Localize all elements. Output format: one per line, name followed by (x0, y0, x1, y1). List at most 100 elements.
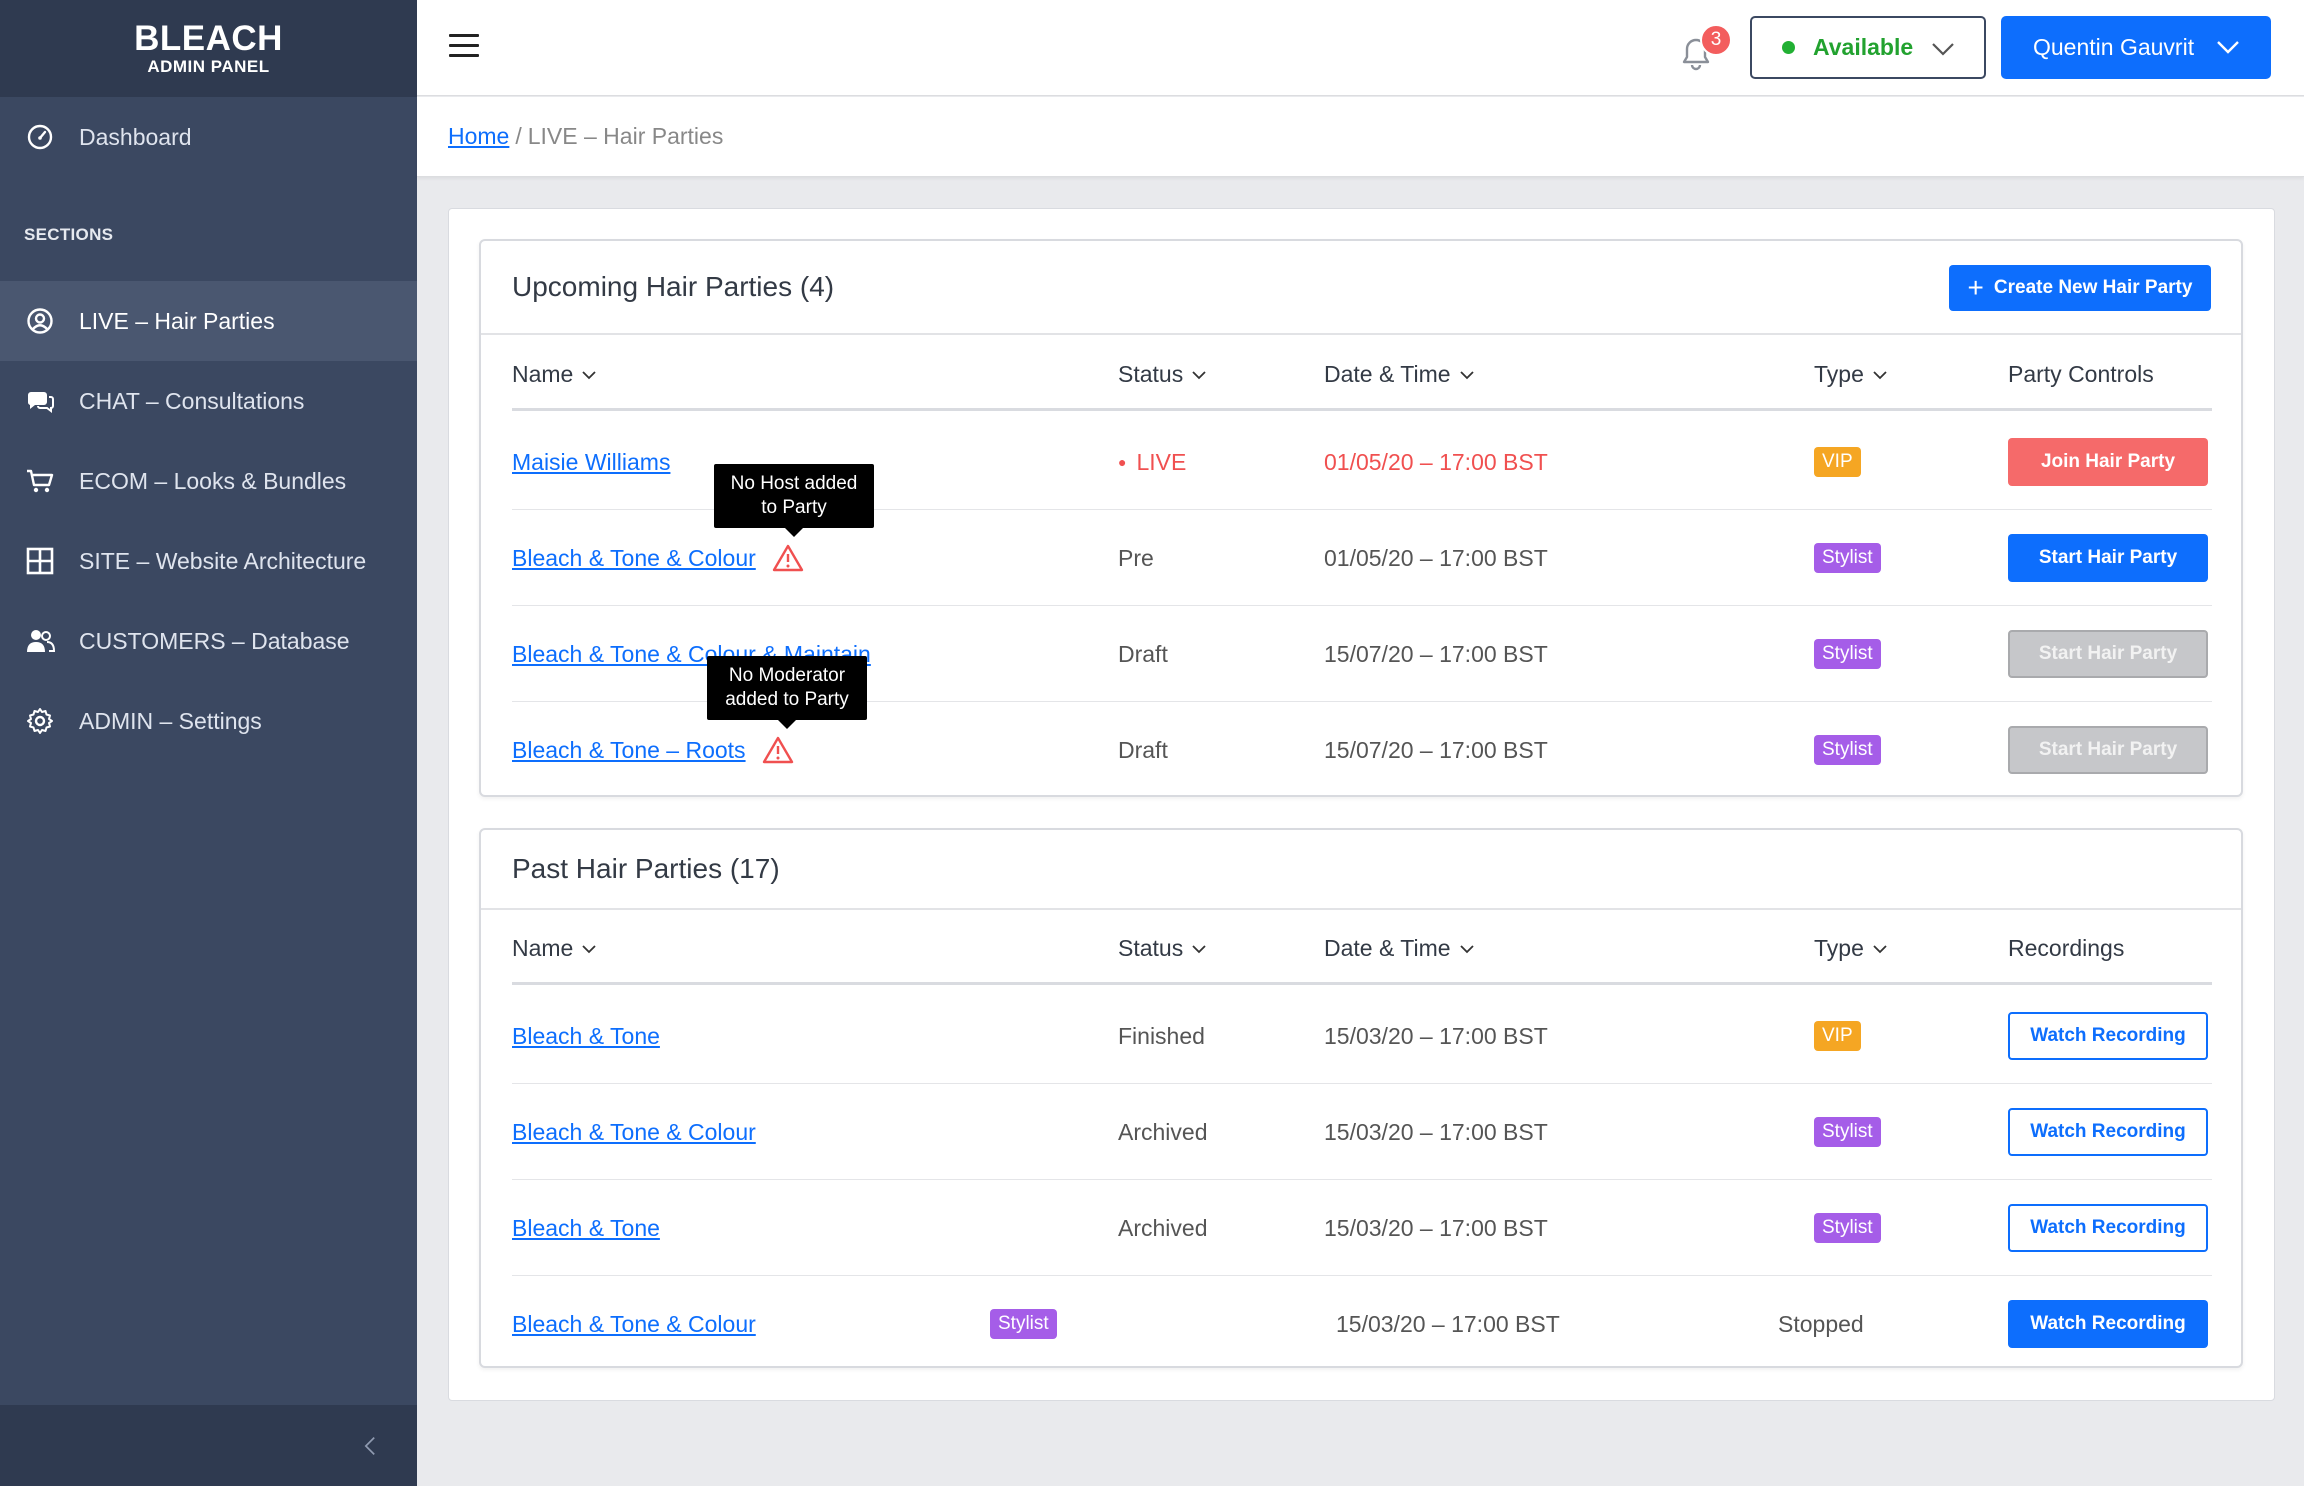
type-cell: Stylist (1814, 1084, 1881, 1180)
chevron-down-icon (1873, 370, 1887, 379)
status-cell: Archived (1118, 1118, 1208, 1145)
party-name-link[interactable]: Bleach & Tone & Colour (512, 1310, 756, 1337)
type-badge: Stylist (1814, 735, 1881, 765)
type-cell: Stylist (1814, 510, 1881, 606)
collapse-sidebar-button[interactable] (353, 1429, 387, 1463)
brand-subtitle: ADMIN PANEL (147, 56, 270, 76)
warning-icon[interactable] (772, 543, 804, 573)
recordings-header: Recordings (2008, 935, 2125, 961)
chevron-down-icon (1459, 944, 1474, 953)
watch-recording-button[interactable]: Watch Recording (2008, 1204, 2208, 1252)
datetime-cell: 15/03/20 – 17:00 BST (1324, 1214, 1548, 1241)
warning-icon[interactable] (762, 735, 794, 765)
notification-count-badge[interactable]: 3 (1700, 24, 1732, 56)
speedometer-icon (25, 122, 55, 152)
type-badge: Stylist (1814, 639, 1881, 669)
party-name-cell: Maisie Williams (512, 414, 670, 510)
brand-title: BLEACH (134, 18, 283, 58)
watch-recording-button[interactable]: Watch Recording (2008, 1300, 2208, 1348)
party-name-link[interactable]: Bleach & Tone – Roots (512, 736, 746, 763)
watch-recording-button[interactable]: Watch Recording (2008, 1108, 2208, 1156)
party-name-link[interactable]: Bleach & Tone (512, 1214, 660, 1241)
sidebar-item-customers[interactable]: CUSTOMERS – Database (0, 601, 417, 681)
sidebar-item-live[interactable]: LIVE – Hair Parties (0, 281, 417, 361)
type-cell: Stylist (990, 1276, 1057, 1372)
layout-icon (25, 546, 55, 576)
upcoming-title: Upcoming Hair Parties (4) (512, 271, 835, 302)
no-host-tooltip: No Host added to Party (714, 464, 874, 537)
header-label: Date & Time (1324, 361, 1451, 387)
party-name-cell: Bleach & Tone & Colour (512, 510, 804, 606)
sort-status-header[interactable]: Status (1118, 361, 1207, 388)
status-cell: Pre (1118, 544, 1154, 571)
plus-icon: + (1967, 272, 1984, 303)
brand-logo[interactable]: BLEACH ADMIN PANEL (0, 0, 417, 97)
sort-name-header[interactable]: Name (512, 361, 597, 388)
chevron-down-icon (582, 944, 596, 953)
header-label: Status (1118, 361, 1184, 387)
party-name-cell: Bleach & Tone & Colour (512, 1276, 756, 1372)
breadcrumb-current: LIVE – Hair Parties (527, 123, 724, 149)
sidebar-item-label: SITE – Website Architecture (79, 547, 367, 574)
sort-type-header[interactable]: Type (1814, 935, 1888, 962)
party-name-cell: Bleach & Tone (512, 1180, 660, 1276)
sidebar-item-chat[interactable]: CHAT – Consultations (0, 361, 417, 441)
start-hair-party-button[interactable]: Start Hair Party (2008, 534, 2208, 582)
sidebar-item-label: Dashboard (79, 123, 192, 150)
datetime-cell: 15/07/20 – 17:00 BST (1324, 736, 1548, 763)
sidebar-item-ecom[interactable]: ECOM – Looks & Bundles (0, 441, 417, 521)
menu-toggle-icon[interactable] (449, 34, 479, 62)
user-menu-button[interactable]: Quentin Gauvrit (2001, 16, 2271, 79)
chevron-down-icon (582, 370, 596, 379)
sidebar-item-site[interactable]: SITE – Website Architecture (0, 521, 417, 601)
party-name-cell: Bleach & Tone – Roots (512, 702, 794, 798)
sidebar-item-dashboard[interactable]: Dashboard (0, 97, 417, 177)
chevron-down-icon (1192, 944, 1206, 953)
join-hair-party-button[interactable]: Join Hair Party (2008, 438, 2208, 486)
breadcrumb-separator: / (515, 123, 522, 149)
chevron-left-icon (364, 1437, 375, 1455)
breadcrumb-home-link[interactable]: Home (448, 123, 510, 149)
sidebar-item-label: ECOM – Looks & Bundles (79, 467, 347, 494)
chevron-down-icon (1873, 944, 1887, 953)
table-row: Bleach & Tone – Roots Draft 15/07/20 – 1… (512, 702, 2212, 798)
party-name-cell: Bleach & Tone & Colour (512, 1084, 756, 1180)
cart-icon (25, 466, 55, 496)
sort-datetime-header[interactable]: Date & Time (1324, 935, 1475, 962)
party-name-link[interactable]: Bleach & Tone & Colour (512, 1118, 756, 1145)
upcoming-table-header: Name Status Date & Time Type Party Contr… (512, 337, 2212, 411)
party-controls-header: Party Controls (2008, 361, 2154, 387)
type-cell: VIP (1814, 988, 1861, 1084)
type-badge: Stylist (1814, 1117, 1881, 1147)
sidebar-item-admin[interactable]: ADMIN – Settings (0, 681, 417, 761)
sort-name-header[interactable]: Name (512, 935, 597, 962)
header-label: Type (1814, 361, 1864, 387)
header-label: Date & Time (1324, 935, 1451, 961)
datetime-cell: 01/05/20 – 17:00 BST (1324, 448, 1548, 475)
party-name-link[interactable]: Maisie Williams (512, 448, 671, 475)
live-dot-icon: ● (1118, 454, 1127, 470)
user-circle-icon (25, 306, 55, 336)
availability-select[interactable]: Available (1750, 16, 1986, 79)
status-cell: Archived (1118, 1214, 1208, 1241)
no-moderator-tooltip: No Moderator added to Party (707, 656, 867, 729)
table-row: Bleach & Tone & Colour Archived 15/03/20… (512, 1084, 2212, 1180)
status-cell: Draft (1118, 736, 1168, 763)
status-cell: ● LIVE (1118, 414, 1186, 510)
sort-status-header[interactable]: Status (1118, 935, 1207, 962)
past-card-header: Past Hair Parties (17) (481, 830, 2241, 910)
sort-datetime-header[interactable]: Date & Time (1324, 361, 1475, 388)
chevron-down-icon (1932, 43, 1954, 56)
watch-recording-button[interactable]: Watch Recording (2008, 1012, 2208, 1060)
party-name-link[interactable]: Bleach & Tone & Colour (512, 544, 756, 571)
party-name-cell: Bleach & Tone (512, 988, 660, 1084)
table-row: Bleach & Tone Archived 15/03/20 – 17:00 … (512, 1180, 2212, 1276)
sort-type-header[interactable]: Type (1814, 361, 1888, 388)
datetime-cell: 15/03/20 – 17:00 BST (1324, 1022, 1548, 1049)
create-hair-party-button[interactable]: + Create New Hair Party (1949, 265, 2211, 311)
type-badge: Stylist (1814, 543, 1881, 573)
availability-label: Available (1813, 34, 1914, 60)
party-name-link[interactable]: Bleach & Tone (512, 1022, 660, 1049)
chat-bubbles-icon (25, 386, 55, 416)
past-table-header: Name Status Date & Time Type Recordings (512, 911, 2212, 985)
